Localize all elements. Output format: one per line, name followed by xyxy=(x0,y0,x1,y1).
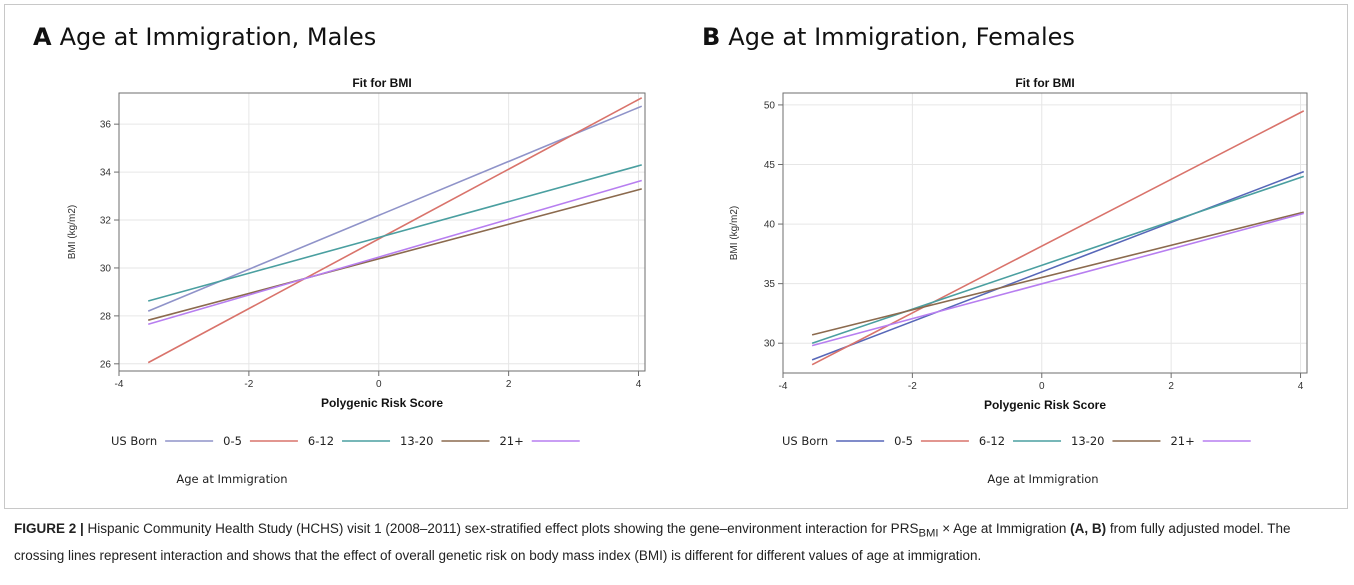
figure-frame: A Age at Immigration, Males B Age at Immig… xyxy=(4,4,1348,509)
panel-a-letter: A xyxy=(33,23,52,51)
a-series-line-2 xyxy=(148,164,642,302)
b-legend-label-0: US Born xyxy=(782,434,828,448)
figure-caption: FIGURE 2 | Hispanic Community Health Stu… xyxy=(14,518,1344,566)
a-x-tick-label: -4 xyxy=(115,379,124,390)
b-y-tick-label: 35 xyxy=(764,279,776,290)
b-series-line-1 xyxy=(811,110,1305,366)
a-y-tick-label: 28 xyxy=(100,311,112,322)
b-legend-title: Age at Immigration xyxy=(987,472,1098,486)
a-series-line-1 xyxy=(147,97,643,364)
a-y-axis-label: BMI (kg/m2) xyxy=(67,205,78,259)
b-y-tick-label: 45 xyxy=(764,160,776,171)
b-series-line-0 xyxy=(811,170,1305,361)
a-legend-label-3: 13-20 xyxy=(400,434,433,448)
b-series-line-2 xyxy=(811,175,1305,344)
caption-label: FIGURE 2 | xyxy=(14,521,84,536)
b-legend-label-4: 21+ xyxy=(1170,434,1194,448)
a-plot-area xyxy=(118,92,646,372)
b-legend-label-2: 6-12 xyxy=(979,434,1005,448)
chart-b: Fit for BMI -4 -2 0 2 4 30 35 40 45 50 Polygenic Ri… xyxy=(729,76,1308,486)
b-series-line-3 xyxy=(811,211,1304,336)
chart-a: Fit for BMI-4 -2 0 2 4262830323436Polygenic … xyxy=(67,76,646,486)
caption-panel-ref: (A, B) xyxy=(1070,521,1107,536)
b-chart-title: Fit for BMI xyxy=(1015,76,1074,90)
a-x-tick-label: 4 xyxy=(636,379,642,390)
panel-a-title: A Age at Immigration, Males xyxy=(33,23,376,51)
a-legend-label-1: 0-5 xyxy=(223,434,242,448)
a-y-tick-label: 26 xyxy=(100,359,112,370)
a-legend-label-0: US Born xyxy=(111,434,157,448)
a-y-tick-label: 32 xyxy=(100,216,112,227)
a-series-line-0 xyxy=(147,105,643,312)
caption-part2: × Age at Immigration xyxy=(938,521,1071,536)
b-legend-label-3: 13-20 xyxy=(1071,434,1104,448)
a-y-tick-label: 34 xyxy=(100,168,112,179)
caption-part3: from fully adjusted model. The crossing … xyxy=(14,521,1291,563)
a-y-tick-label: 30 xyxy=(100,263,112,274)
b-x-tick-label: 2 xyxy=(1168,381,1174,392)
a-legend-title: Age at Immigration xyxy=(176,472,287,486)
caption-subscript: BMI xyxy=(918,527,939,540)
a-x-tick-label: 2 xyxy=(506,379,512,390)
b-y-tick-label: 50 xyxy=(764,100,776,111)
b-x-tick-label: 4 xyxy=(1298,381,1304,392)
b-y-tick-label: 30 xyxy=(764,339,776,350)
panel-b-title: B Age at Immigration, Females xyxy=(702,23,1075,51)
b-x-axis-label: Polygenic Risk Score xyxy=(984,398,1106,412)
a-x-tick-label: -2 xyxy=(244,379,253,390)
panel-b-letter: B xyxy=(702,23,721,51)
panel-a-title-text: Age at Immigration, Males xyxy=(59,23,377,51)
a-plot-border xyxy=(118,92,646,372)
a-x-axis-label: Polygenic Risk Score xyxy=(321,396,443,410)
b-plot-border xyxy=(782,92,1308,374)
b-legend-label-1: 0-5 xyxy=(894,434,913,448)
a-legend-label-2: 6-12 xyxy=(308,434,334,448)
a-chart-title: Fit for BMI xyxy=(352,76,411,90)
b-x-tick-label: -2 xyxy=(908,381,917,392)
a-x-tick-label: 0 xyxy=(376,379,382,390)
b-x-tick-label: 0 xyxy=(1039,381,1045,392)
b-series-line-4 xyxy=(811,212,1304,347)
b-x-tick-label: -4 xyxy=(779,381,788,392)
panel-b-title-text: Age at Immigration, Females xyxy=(728,23,1075,51)
b-y-tick-label: 40 xyxy=(764,220,776,231)
a-series-line-4 xyxy=(147,179,642,326)
a-series-line-3 xyxy=(148,188,642,321)
b-y-axis-label: BMI (kg/m2) xyxy=(729,206,740,260)
caption-part1: Hispanic Community Health Study (HCHS) v… xyxy=(83,521,919,536)
a-y-tick-label: 36 xyxy=(100,120,112,131)
a-legend-label-4: 21+ xyxy=(499,434,523,448)
